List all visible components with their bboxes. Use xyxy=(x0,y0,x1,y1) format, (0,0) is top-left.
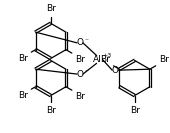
Text: Br: Br xyxy=(100,55,110,64)
Text: +3: +3 xyxy=(103,53,112,58)
Text: Br: Br xyxy=(18,54,28,63)
Text: Br: Br xyxy=(75,92,85,101)
Text: ⁻: ⁻ xyxy=(84,67,88,76)
Text: O: O xyxy=(76,70,83,79)
Text: Br: Br xyxy=(46,4,56,13)
Text: O: O xyxy=(112,66,119,75)
Text: O: O xyxy=(76,38,83,47)
Text: ⁻: ⁻ xyxy=(120,63,124,72)
Text: Br: Br xyxy=(130,106,140,115)
Text: Br: Br xyxy=(159,55,169,64)
Text: Al: Al xyxy=(93,55,102,64)
Text: ⁻: ⁻ xyxy=(84,36,88,45)
Text: Br: Br xyxy=(18,91,28,100)
Text: Br: Br xyxy=(46,106,56,115)
Text: Br: Br xyxy=(75,55,85,64)
